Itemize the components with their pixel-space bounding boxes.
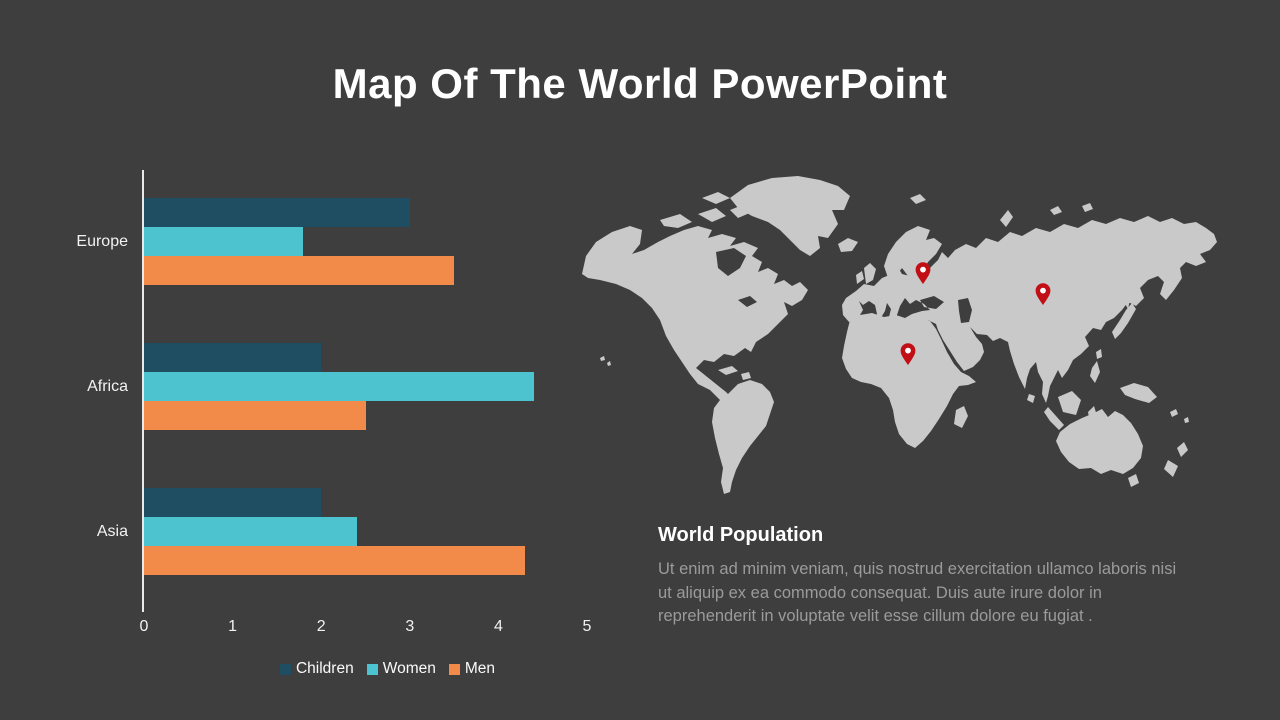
x-tick-5: 5 xyxy=(582,618,592,635)
landmass-hawaii xyxy=(600,356,611,366)
landmass-australia xyxy=(1056,409,1189,487)
world-map-container xyxy=(580,172,1235,502)
legend-label-children: Children xyxy=(295,660,354,677)
bar-group-africa xyxy=(144,343,587,430)
map-pin-asia xyxy=(1035,283,1051,305)
bar-asia-women xyxy=(144,517,357,546)
landmass-north-america xyxy=(582,226,808,406)
x-axis: 0 1 2 3 4 5 xyxy=(140,612,592,640)
info-block: World Population Ut enim ad minim veniam… xyxy=(658,524,1190,629)
legend-item-women: Women xyxy=(366,660,436,678)
bar-europe-children xyxy=(144,198,410,227)
category-label-africa: Africa xyxy=(87,377,128,395)
info-body: Ut enim ad minim veniam, quis nostrud ex… xyxy=(658,560,1177,625)
landmass-east-asia-islands xyxy=(1090,285,1136,383)
landmass-arctic-islands xyxy=(660,190,760,228)
x-tick-4: 4 xyxy=(493,618,503,635)
info-heading: World Population xyxy=(658,524,824,546)
x-tick-2: 2 xyxy=(316,618,326,635)
bar-europe-men xyxy=(144,256,455,285)
legend-item-children: Children xyxy=(279,660,354,678)
landmass-africa xyxy=(842,313,976,448)
landmass-greenland xyxy=(730,176,850,256)
legend-swatch-children xyxy=(279,663,291,675)
legend-label-women: Women xyxy=(382,660,436,677)
landmass-indonesia xyxy=(1027,383,1157,443)
legend-swatch-women xyxy=(366,663,378,675)
plot-area xyxy=(142,170,587,612)
landmass-iceland-uk xyxy=(838,238,876,284)
x-tick-3: 3 xyxy=(405,618,415,635)
world-map xyxy=(582,176,1217,494)
slide-title: Map Of The World PowerPoint xyxy=(332,60,948,107)
bar-group-asia xyxy=(144,488,587,575)
category-label-asia: Asia xyxy=(96,522,128,540)
population-bar-chart: Europe Africa Asia 0 1 2 3 4 5 Children Women Men xyxy=(0,170,630,715)
landmass-south-america xyxy=(712,366,774,494)
bar-europe-women xyxy=(144,227,304,256)
bar-asia-men xyxy=(144,546,525,575)
map-pin-africa xyxy=(900,343,916,365)
bar-group-europe xyxy=(144,198,587,285)
landmass-scandinavia xyxy=(884,194,1093,280)
chart-legend: Children Women Men xyxy=(144,660,609,678)
legend-item-men: Men xyxy=(448,660,495,678)
bar-asia-children xyxy=(144,488,322,517)
landmass-eurasia xyxy=(842,216,1217,403)
x-tick-0: 0 xyxy=(139,618,149,635)
category-label-europe: Europe xyxy=(76,232,128,250)
x-tick-1: 1 xyxy=(228,618,238,635)
legend-swatch-men xyxy=(448,663,460,675)
legend-label-men: Men xyxy=(464,660,495,677)
bar-africa-women xyxy=(144,372,534,401)
bar-africa-children xyxy=(144,343,322,372)
map-pin-europe xyxy=(915,262,931,284)
bar-africa-men xyxy=(144,401,366,430)
